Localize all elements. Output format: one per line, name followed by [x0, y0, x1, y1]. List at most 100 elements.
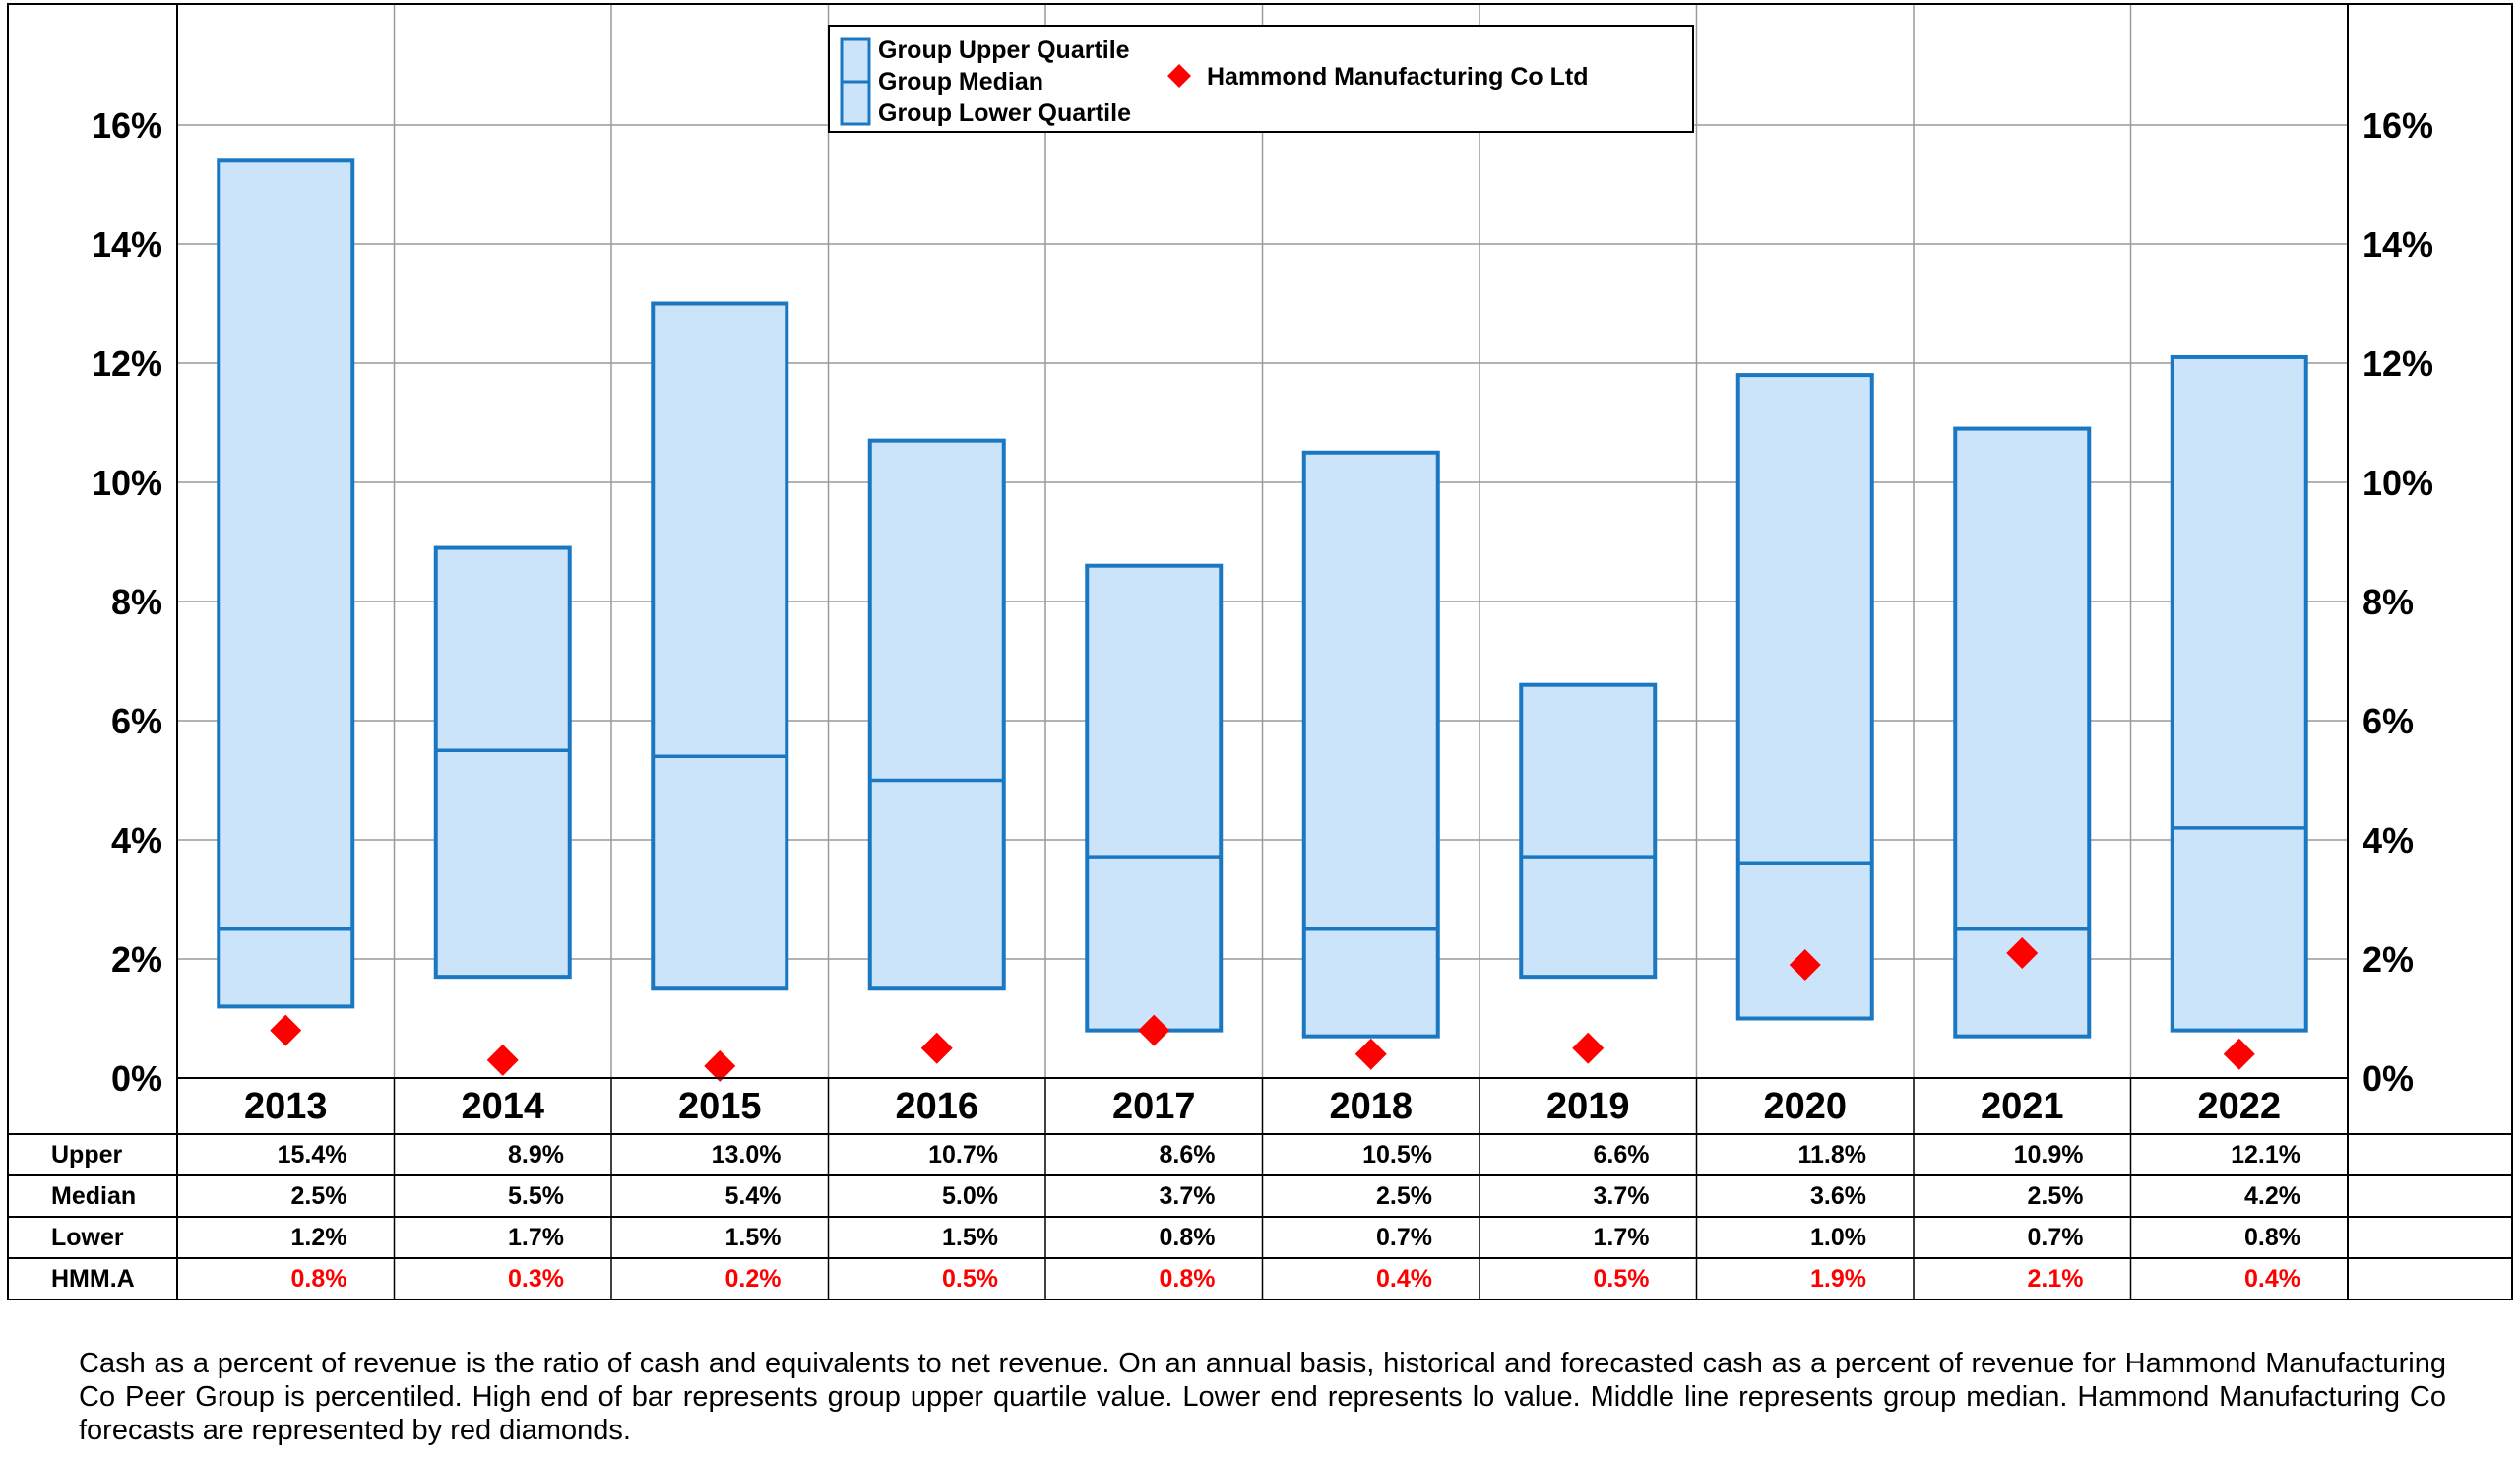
- table-cell: 8.6%: [1160, 1141, 1216, 1169]
- table-cell: 8.9%: [508, 1141, 564, 1169]
- table-row-label: HMM.A: [51, 1265, 135, 1293]
- company-diamond: [920, 1032, 953, 1064]
- table-cell: 11.8%: [1797, 1141, 1866, 1169]
- table-cell: 0.2%: [725, 1265, 782, 1293]
- y-tick-label-left: 16%: [92, 105, 162, 146]
- year-label: 2022: [2197, 1086, 2281, 1127]
- y-tick-label-right: 4%: [2362, 820, 2414, 860]
- chart-frame: [7, 3, 2513, 1300]
- table-cell: 10.5%: [1362, 1141, 1432, 1169]
- cash-to-revenue-chart: 0% 0% 2% 2% 4% 4% 6% 6% 8% 8% 10% 10% 12% 12% 14% 14% 16…: [7, 3, 2513, 1300]
- table-cell: 2.1%: [2028, 1265, 2084, 1293]
- company-markers: [270, 936, 2255, 1082]
- y-tick-label-right: 16%: [2362, 105, 2433, 146]
- legend-upper-label: Group Upper Quartile: [878, 36, 1130, 64]
- year-label: 2015: [678, 1086, 762, 1127]
- table-row-label: Upper: [51, 1141, 123, 1169]
- y-tick-label-left: 6%: [111, 701, 162, 741]
- company-diamond: [486, 1044, 519, 1076]
- table-cell: 1.2%: [291, 1224, 347, 1251]
- company-diamond: [2006, 936, 2039, 969]
- year-label: 2020: [1763, 1086, 1847, 1127]
- table-cell: 0.7%: [2028, 1224, 2084, 1251]
- legend-lower-label: Group Lower Quartile: [878, 99, 1131, 127]
- table-cell: 3.7%: [1160, 1182, 1216, 1210]
- quartile-bars: [217, 158, 2308, 1039]
- y-tick-label-left: 0%: [111, 1058, 162, 1099]
- year-label: 2021: [1981, 1086, 2064, 1127]
- table-cell: 1.5%: [942, 1224, 998, 1251]
- table-cell: 0.8%: [291, 1265, 347, 1293]
- table-cell: 15.4%: [278, 1141, 347, 1169]
- y-tick-label-right: 2%: [2362, 939, 2414, 980]
- year-label: 2013: [244, 1086, 328, 1127]
- company-diamond: [1354, 1038, 1387, 1070]
- company-diamond: [1572, 1032, 1605, 1064]
- table-cell: 6.6%: [1594, 1141, 1650, 1169]
- table-row-label: Lower: [51, 1224, 124, 1251]
- table-cell: 0.3%: [508, 1265, 564, 1293]
- table-cell: 0.7%: [1376, 1224, 1432, 1251]
- table-cell: 5.5%: [508, 1182, 564, 1210]
- legend: Group Upper Quartile Group Median Group …: [828, 25, 1694, 133]
- y-tick-label-left: 8%: [111, 582, 162, 622]
- y-tick-label-left: 2%: [111, 939, 162, 980]
- chart-caption: Cash as a percent of revenue is the rati…: [79, 1348, 2446, 1446]
- y-tick-label-right: 6%: [2362, 701, 2414, 741]
- y-tick-label-right: 0%: [2362, 1058, 2414, 1099]
- quartile-box: [1519, 682, 1658, 980]
- table-cell: 2.5%: [2028, 1182, 2084, 1210]
- table-cell: 1.7%: [508, 1224, 564, 1251]
- x-axis-labels: 2013 2014 2015 2016 2017 2018 2019 2020 2021 2022: [244, 1086, 2281, 1127]
- legend-company-label: Hammond Manufacturing Co Ltd: [1207, 63, 1588, 91]
- quartile-box: [1301, 450, 1440, 1039]
- y-tick-label-right: 8%: [2362, 582, 2414, 622]
- quartile-box: [1953, 426, 2092, 1039]
- table-cell: 2.5%: [1376, 1182, 1432, 1210]
- year-label: 2017: [1112, 1086, 1196, 1127]
- table-cell: 0.5%: [942, 1265, 998, 1293]
- company-diamond: [704, 1049, 736, 1082]
- table-cell: 0.8%: [2244, 1224, 2300, 1251]
- table-cell: 0.4%: [1376, 1265, 1432, 1293]
- year-label: 2018: [1329, 1086, 1413, 1127]
- table-cell: 10.7%: [928, 1141, 998, 1169]
- quartile-box: [1735, 373, 1874, 1021]
- y-axis-labels: 0% 0% 2% 2% 4% 4% 6% 6% 8% 8% 10% 10% 12% 12% 14% 14% 16…: [92, 105, 2433, 1099]
- year-label: 2019: [1546, 1086, 1630, 1127]
- table-cell: 1.5%: [725, 1224, 782, 1251]
- quartile-box: [217, 158, 355, 1009]
- legend-diamond-icon: [1167, 64, 1191, 88]
- y-tick-label-left: 10%: [92, 463, 162, 503]
- table-cell: 5.0%: [942, 1182, 998, 1210]
- company-diamond: [1138, 1014, 1170, 1046]
- y-tick-label-left: 4%: [111, 820, 162, 860]
- quartile-box: [867, 438, 1006, 991]
- table-cell: 0.5%: [1594, 1265, 1650, 1293]
- y-tick-label-left: 14%: [92, 224, 162, 265]
- table-cell: 1.0%: [1810, 1224, 1866, 1251]
- outer-frame: [7, 3, 2513, 1300]
- quartile-box: [2170, 354, 2308, 1033]
- table-cell: 2.5%: [291, 1182, 347, 1210]
- company-diamond: [2223, 1038, 2255, 1070]
- quartile-box: [433, 545, 572, 980]
- table-cell: 1.9%: [1810, 1265, 1866, 1293]
- year-label: 2016: [895, 1086, 978, 1127]
- legend-median-label: Group Median: [878, 68, 1043, 95]
- table-cell: 13.0%: [712, 1141, 782, 1169]
- company-diamond: [1789, 949, 1821, 982]
- table-cell: 0.8%: [1160, 1265, 1216, 1293]
- table-row-label: Median: [51, 1182, 136, 1210]
- y-tick-label-left: 12%: [92, 344, 162, 384]
- table-cell: 3.6%: [1810, 1182, 1866, 1210]
- grid-lines: [177, 4, 2348, 1299]
- table-cell: 3.7%: [1594, 1182, 1650, 1210]
- y-tick-label-right: 14%: [2362, 224, 2433, 265]
- quartile-box: [651, 301, 789, 991]
- year-label: 2014: [461, 1086, 544, 1127]
- y-tick-label-right: 10%: [2362, 463, 2433, 503]
- table-cell: 10.9%: [2014, 1141, 2084, 1169]
- table-cell: 1.7%: [1594, 1224, 1650, 1251]
- quartile-box: [1085, 563, 1224, 1033]
